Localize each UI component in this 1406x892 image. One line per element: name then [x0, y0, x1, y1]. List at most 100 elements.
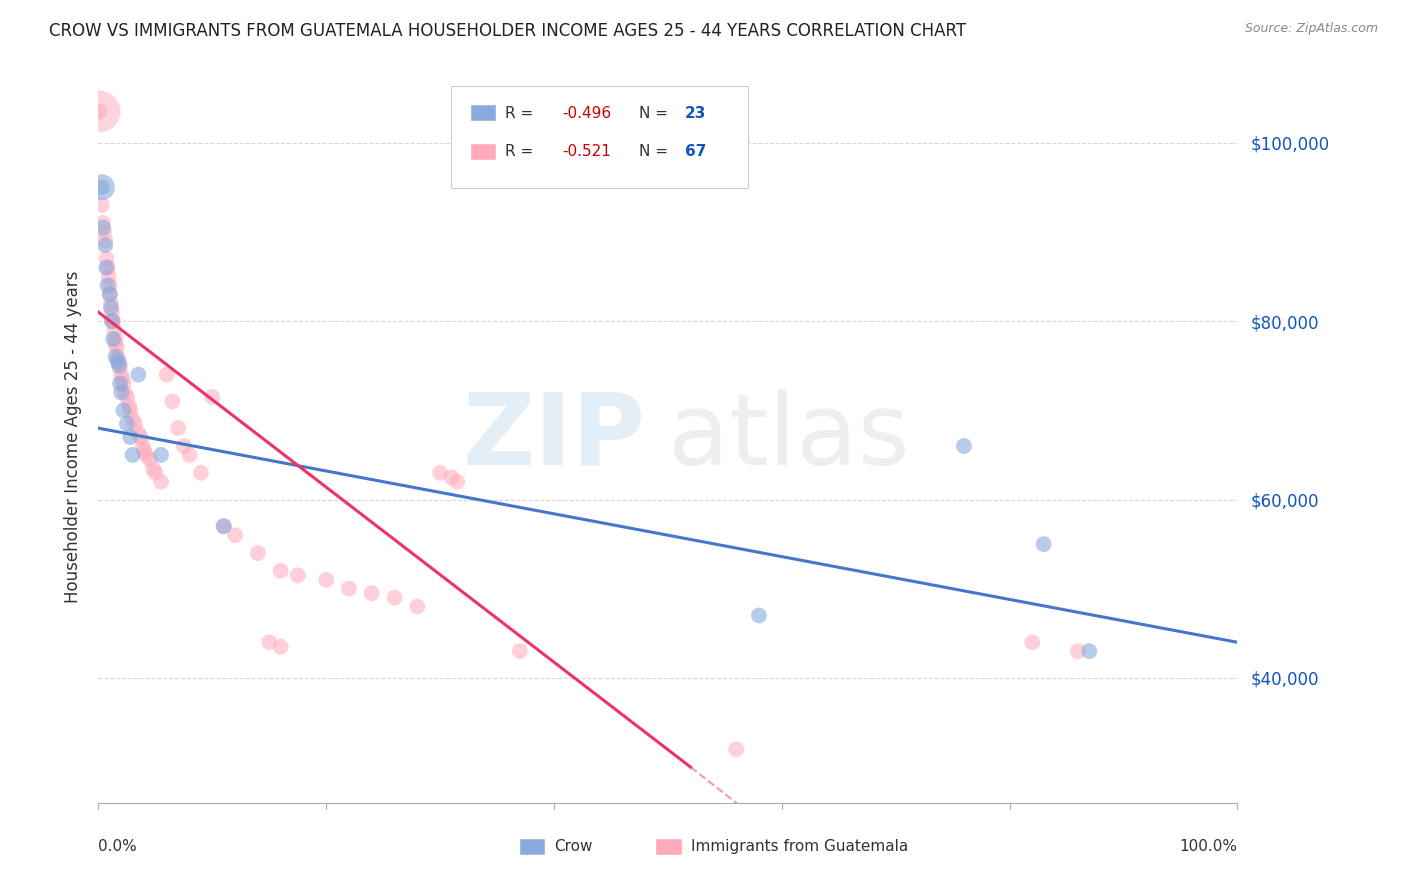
Point [337, 582, 360, 596]
Point [953, 439, 976, 453]
Point [120, 403, 142, 417]
Point [104, 350, 127, 364]
Point [115, 417, 138, 431]
Point [90, 180, 112, 194]
Bar [471, 144, 496, 160]
Point [112, 403, 135, 417]
Point [108, 359, 131, 373]
Point [103, 332, 125, 346]
Point [270, 640, 292, 654]
Y-axis label: Householder Income Ages 25 - 44 years: Householder Income Ages 25 - 44 years [63, 271, 82, 603]
Point [101, 305, 124, 319]
Point [91, 220, 114, 235]
Point [104, 332, 127, 346]
Point [103, 314, 125, 328]
Point [150, 448, 173, 462]
Point [173, 439, 195, 453]
Point [162, 394, 184, 409]
Point [429, 466, 451, 480]
Point [406, 599, 429, 614]
Point [167, 421, 190, 435]
Point [384, 591, 406, 605]
Point [179, 448, 201, 462]
Text: R =: R = [505, 105, 538, 120]
Point [110, 385, 132, 400]
Point [1078, 644, 1101, 658]
Text: CROW VS IMMIGRANTS FROM GUATEMALA HOUSEHOLDER INCOME AGES 25 - 44 YEARS CORRELAT: CROW VS IMMIGRANTS FROM GUATEMALA HOUSEH… [49, 22, 966, 40]
Point [96, 260, 118, 275]
Point [132, 439, 155, 453]
Point [1032, 537, 1054, 551]
Point [90, 198, 112, 212]
Point [100, 301, 122, 315]
Text: atlas: atlas [668, 389, 910, 485]
Point [96, 278, 118, 293]
Point [212, 519, 235, 533]
Point [103, 323, 125, 337]
FancyBboxPatch shape [451, 86, 748, 188]
Point [104, 336, 127, 351]
Point [246, 546, 269, 560]
Point [108, 354, 131, 368]
Point [118, 399, 141, 413]
Text: -0.521: -0.521 [562, 145, 610, 160]
Text: Source: ZipAtlas.com: Source: ZipAtlas.com [1244, 22, 1378, 36]
Point [132, 443, 155, 458]
Point [101, 314, 124, 328]
Point [190, 466, 212, 480]
Point [129, 430, 152, 444]
Point [446, 475, 468, 489]
Point [111, 372, 134, 386]
Point [89, 104, 111, 119]
Point [98, 278, 121, 293]
Point [127, 368, 149, 382]
Point [259, 635, 281, 649]
Point [96, 252, 118, 266]
Point [224, 528, 246, 542]
Text: 67: 67 [685, 145, 706, 160]
Point [212, 519, 235, 533]
Point [107, 350, 129, 364]
Text: N =: N = [640, 145, 673, 160]
Bar [520, 839, 546, 855]
Text: Immigrants from Guatemala: Immigrants from Guatemala [690, 839, 908, 855]
Point [270, 564, 292, 578]
Point [108, 376, 131, 391]
Point [1021, 635, 1043, 649]
Point [100, 296, 122, 310]
Point [121, 448, 143, 462]
Point [201, 390, 224, 404]
Point [89, 104, 111, 119]
Point [114, 385, 136, 400]
Point [115, 390, 138, 404]
Point [287, 568, 309, 582]
Point [150, 475, 173, 489]
Point [97, 269, 120, 284]
Point [1067, 644, 1090, 658]
Point [360, 586, 382, 600]
Text: 23: 23 [685, 105, 706, 120]
Point [138, 452, 160, 467]
Bar [471, 105, 496, 121]
Point [112, 376, 135, 391]
Point [94, 234, 117, 248]
Point [101, 314, 124, 328]
Point [93, 225, 115, 239]
Point [440, 470, 463, 484]
Text: 0.0%: 0.0% [98, 839, 138, 855]
Point [98, 287, 121, 301]
Point [110, 368, 132, 382]
Point [135, 448, 157, 462]
Point [127, 425, 149, 440]
Point [105, 341, 128, 355]
Bar [657, 839, 682, 855]
Point [96, 260, 118, 275]
Point [509, 644, 531, 658]
Point [121, 412, 143, 426]
Point [98, 287, 121, 301]
Point [91, 216, 114, 230]
Text: -0.496: -0.496 [562, 105, 612, 120]
Text: ZIP: ZIP [463, 389, 645, 485]
Point [142, 461, 165, 475]
Point [315, 573, 337, 587]
